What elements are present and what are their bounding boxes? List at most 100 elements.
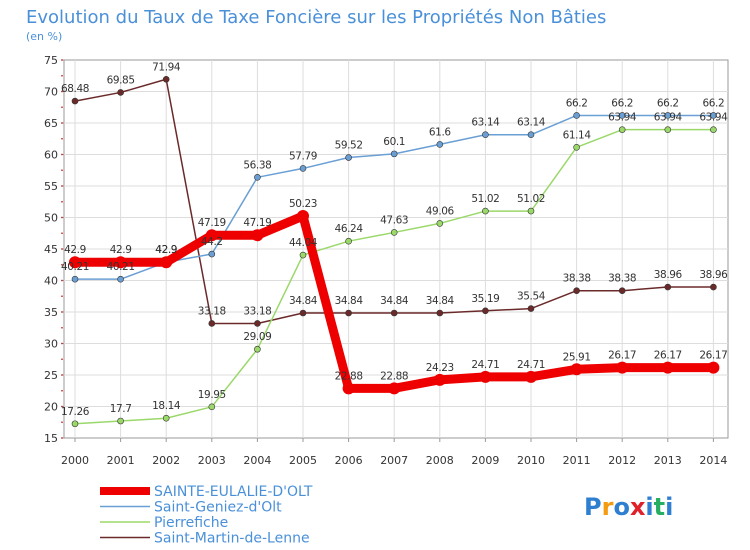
- data-point: [251, 229, 264, 242]
- y-minor-tick: [61, 311, 63, 313]
- y-minor-tick: [61, 169, 63, 172]
- x-tick-label: 2006: [335, 454, 363, 467]
- y-tick-label: 20: [44, 401, 58, 414]
- x-tick-label: 2000: [61, 454, 89, 467]
- data-point: [162, 75, 170, 83]
- logo-letter: t: [654, 493, 665, 521]
- data-point: [707, 361, 720, 374]
- data-point: [254, 320, 261, 327]
- y-tick-label: 50: [44, 212, 58, 225]
- x-tick-label: 2004: [243, 454, 271, 467]
- data-point: [618, 287, 626, 295]
- y-minor-tick: [61, 153, 63, 156]
- y-minor-tick: [61, 279, 63, 282]
- data-point: [71, 97, 79, 105]
- data-point: [390, 229, 398, 236]
- data-label: 42.9: [155, 244, 177, 256]
- data-point: [570, 363, 583, 376]
- data-point: [710, 283, 717, 291]
- data-point: [345, 309, 352, 317]
- y-minor-tick: [61, 248, 63, 250]
- data-label: 38.96: [699, 269, 728, 281]
- data-label: 42.9: [64, 244, 86, 256]
- x-tick-label: 2007: [380, 454, 408, 467]
- data-label: 51.02: [517, 193, 545, 205]
- data-point: [710, 126, 717, 133]
- y-minor-tick: [61, 326, 63, 329]
- data-label: 51.02: [471, 193, 499, 205]
- data-label: 25.91: [563, 351, 591, 363]
- x-tick-label: 2011: [563, 454, 591, 467]
- data-point: [661, 361, 674, 374]
- data-label: 66.2: [566, 97, 588, 109]
- y-tick-label: 65: [44, 117, 58, 130]
- data-point: [342, 382, 355, 395]
- data-point: [436, 220, 444, 227]
- series-lines: [69, 75, 720, 428]
- data-label: 17.26: [61, 406, 90, 418]
- data-labels: 68.48 69.85 71.94 33.18 33.18 34.84 34.84 34.84…: [61, 61, 729, 418]
- data-label: 34.84: [380, 295, 409, 307]
- data-point: [527, 131, 535, 139]
- data-point: [388, 382, 401, 395]
- y-tick-label: 15: [44, 432, 58, 445]
- data-point: [436, 309, 444, 317]
- data-point: [117, 417, 124, 425]
- y-minor-tick: [61, 74, 63, 77]
- x-tick-label: 2012: [608, 454, 636, 467]
- data-label: 42.9: [110, 244, 132, 256]
- x-tick-label: 2002: [152, 454, 180, 467]
- data-point: [618, 126, 626, 133]
- data-point: [482, 131, 489, 139]
- data-point: [114, 256, 127, 269]
- legend: SAINTE-EULALIE-D'OLTSaint-Geniez-d'OltPi…: [100, 484, 313, 547]
- data-point: [525, 370, 537, 383]
- y-minor-tick: [61, 263, 63, 266]
- logo-letter: i: [645, 493, 653, 521]
- data-label: 17.7: [110, 403, 132, 415]
- data-label: 19.95: [198, 389, 226, 401]
- data-point: [160, 256, 173, 269]
- legend-label: Saint-Geniez-d'Olt: [154, 500, 282, 516]
- y-tick-label: 30: [44, 338, 58, 351]
- data-label: 40.21: [107, 261, 135, 273]
- data-point: [297, 210, 309, 223]
- data-point: [616, 361, 629, 374]
- data-label: 26.17: [699, 350, 727, 362]
- logo-letter: o: [613, 493, 630, 521]
- x-tick-label: 2008: [426, 454, 454, 467]
- data-label: 38.38: [563, 273, 591, 285]
- legend-label: SAINTE-EULALIE-D'OLT: [154, 484, 313, 500]
- data-point: [254, 345, 261, 353]
- data-label: 35.54: [517, 291, 546, 303]
- y-minor-tick: [61, 185, 63, 187]
- data-label: 71.94: [152, 61, 181, 73]
- data-label: 63.14: [471, 117, 500, 129]
- data-point: [71, 275, 79, 283]
- data-point: [390, 150, 398, 158]
- data-point: [299, 251, 307, 259]
- data-point: [208, 320, 216, 327]
- data-label: 47.63: [380, 214, 408, 226]
- data-label: 68.48: [61, 83, 89, 95]
- y-tick-label: 40: [44, 275, 58, 288]
- logo-letter: P: [584, 493, 602, 521]
- data-point: [345, 154, 352, 161]
- data-label: 38.96: [654, 269, 683, 281]
- data-label: 22.88: [335, 370, 363, 382]
- data-point: [664, 112, 672, 119]
- data-label: 24.23: [426, 362, 454, 374]
- data-label: 42.9: [155, 244, 177, 256]
- data-label: 34.84: [289, 295, 318, 307]
- y-tick-label: 55: [44, 180, 58, 193]
- data-label: 56.38: [243, 159, 271, 171]
- y-minor-tick: [61, 59, 63, 61]
- logo-letter: i: [665, 493, 673, 521]
- chart-title: Evolution du Taux de Taxe Foncière sur l…: [26, 7, 606, 28]
- x-tick-label: 2009: [471, 454, 499, 467]
- logo-letter: x: [630, 493, 646, 521]
- y-tick-label: 60: [44, 149, 58, 162]
- y-minor-tick: [61, 200, 63, 203]
- y-minor-tick: [61, 106, 63, 109]
- data-label: 35.19: [471, 293, 499, 305]
